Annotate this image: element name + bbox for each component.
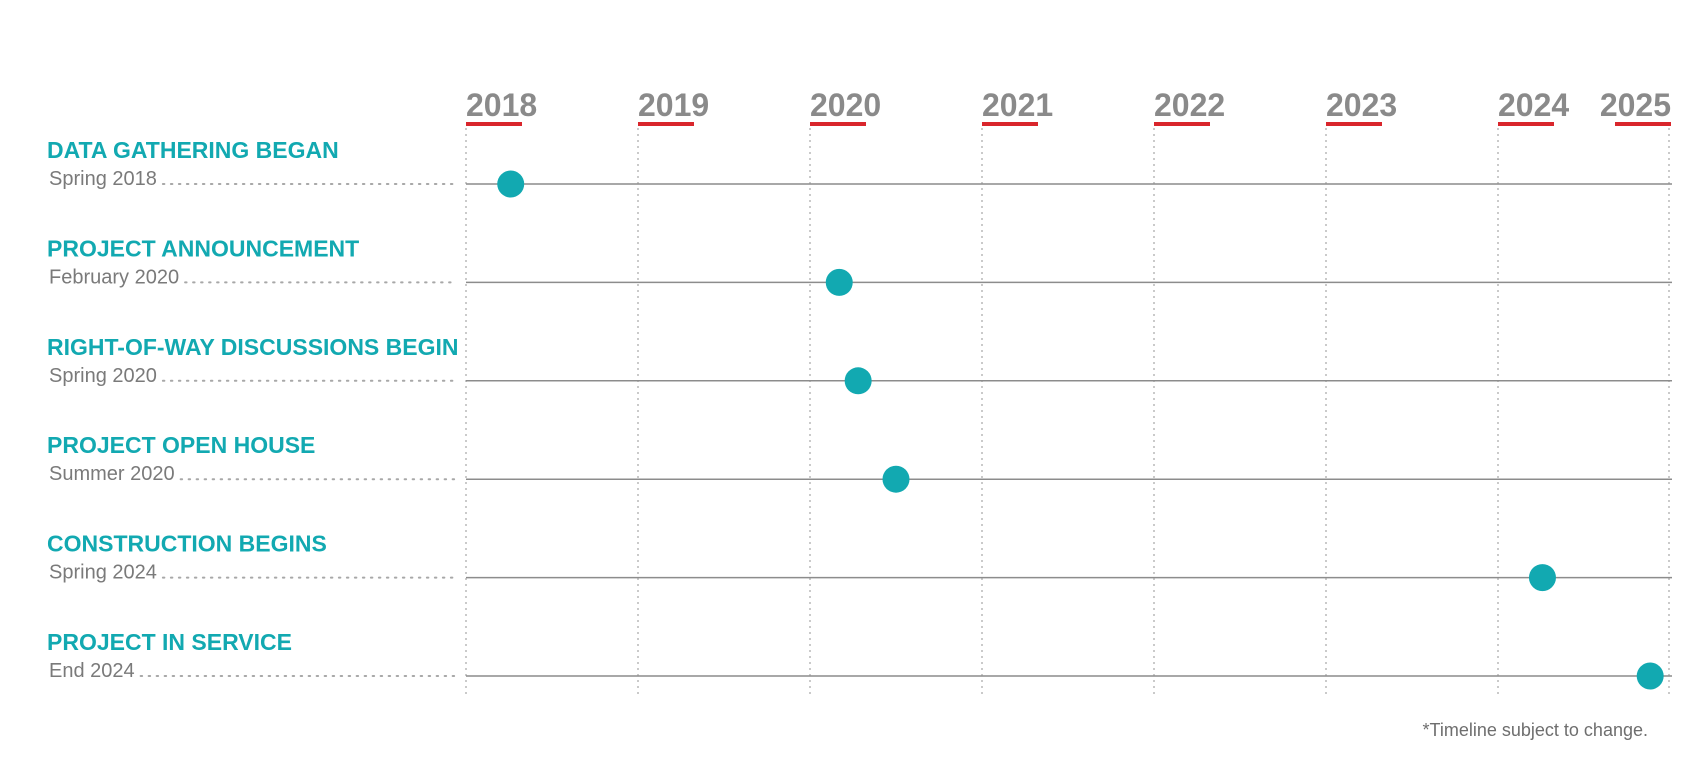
year-label-2020: 2020 [810,87,881,123]
milestone-marker [497,170,525,198]
year-label-2021: 2021 [982,87,1053,123]
milestone-date: February 2020 [49,266,179,288]
milestone-date: Spring 2020 [49,365,157,387]
milestone-title: PROJECT ANNOUNCEMENT [47,235,359,261]
year-label-2025: 2025 [1600,87,1671,123]
year-axis: 2018 2019 2020 2021 2022 2023 2024 2025 [466,87,1671,126]
milestone-date: End 2024 [49,660,135,682]
year-label-2019: 2019 [638,87,709,123]
milestone-title: CONSTRUCTION BEGINS [47,531,327,557]
milestone-title: DATA GATHERING BEGAN [47,137,339,163]
milestone-title: RIGHT-OF-WAY DISCUSSIONS BEGIN [47,334,459,360]
milestone-labels: DATA GATHERING BEGAN Spring 2018 PROJECT A… [47,137,459,682]
milestone-title: PROJECT IN SERVICE [47,629,292,655]
gridlines [465,128,1670,698]
milestone-marker [825,268,853,296]
milestone-marker [882,465,910,493]
milestone-date: Summer 2020 [49,463,175,485]
milestone-marker [1528,564,1556,592]
milestone-date: Spring 2018 [49,168,157,190]
milestone-title: PROJECT OPEN HOUSE [47,432,315,458]
year-label-2018: 2018 [466,87,537,123]
year-label-2024: 2024 [1498,87,1569,123]
milestone-marker [1636,662,1664,690]
milestone-date: Spring 2024 [49,562,157,584]
footnote: *Timeline subject to change. [1423,720,1648,740]
milestone-markers [497,170,1664,690]
year-label-2023: 2023 [1326,87,1397,123]
milestone-marker [844,367,872,395]
milestone-rows [466,183,1672,677]
year-label-2022: 2022 [1154,87,1225,123]
